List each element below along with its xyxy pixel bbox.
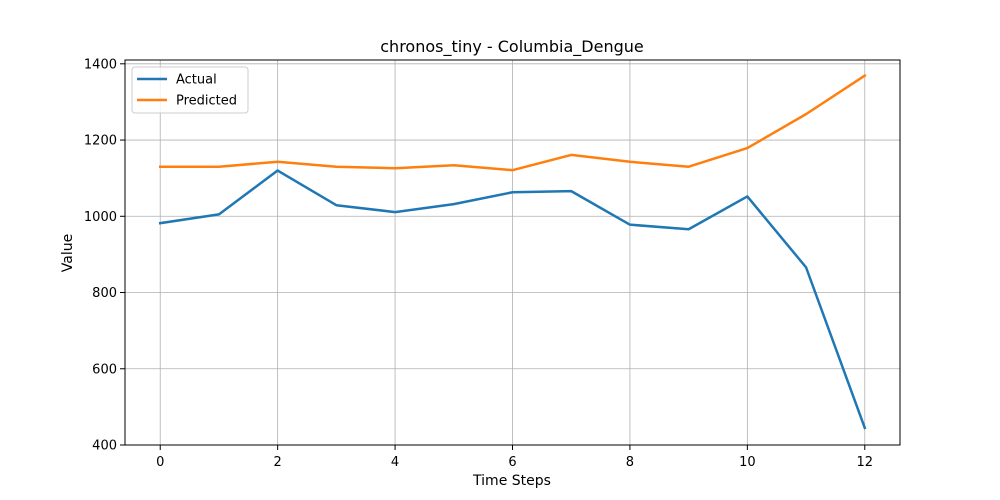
x-tick-label: 2 [274, 455, 282, 470]
y-axis-label: Value [60, 234, 76, 272]
legend-label-predicted: Predicted [176, 94, 237, 109]
x-tick-label: 10 [739, 455, 756, 470]
legend: Actual Predicted [131, 66, 249, 114]
y-tick-label: 1200 [84, 134, 117, 149]
x-axis-label: Time Steps [472, 473, 551, 489]
x-tick-label: 6 [508, 455, 516, 470]
y-tick-label: 1400 [84, 57, 117, 72]
y-tick-label: 800 [92, 286, 117, 301]
y-tick-label: 600 [92, 362, 117, 377]
y-tick-label: 400 [92, 439, 117, 454]
legend-label-actual: Actual [176, 73, 217, 88]
x-tick-label: 0 [156, 455, 164, 470]
y-tick-label: 1000 [84, 210, 117, 225]
series-lines [158, 73, 867, 430]
x-tick-label: 12 [856, 455, 873, 470]
chart-title: chronos_tiny - Columbia_Dengue [380, 37, 643, 57]
x-tick-label: 8 [626, 455, 634, 470]
axis-ticks: 0 2 4 6 8 10 12 400 600 800 1000 1200 1400 [84, 57, 873, 470]
series-line-predicted [158, 73, 867, 172]
x-tick-label: 4 [391, 455, 399, 470]
series-line-actual [158, 169, 867, 430]
